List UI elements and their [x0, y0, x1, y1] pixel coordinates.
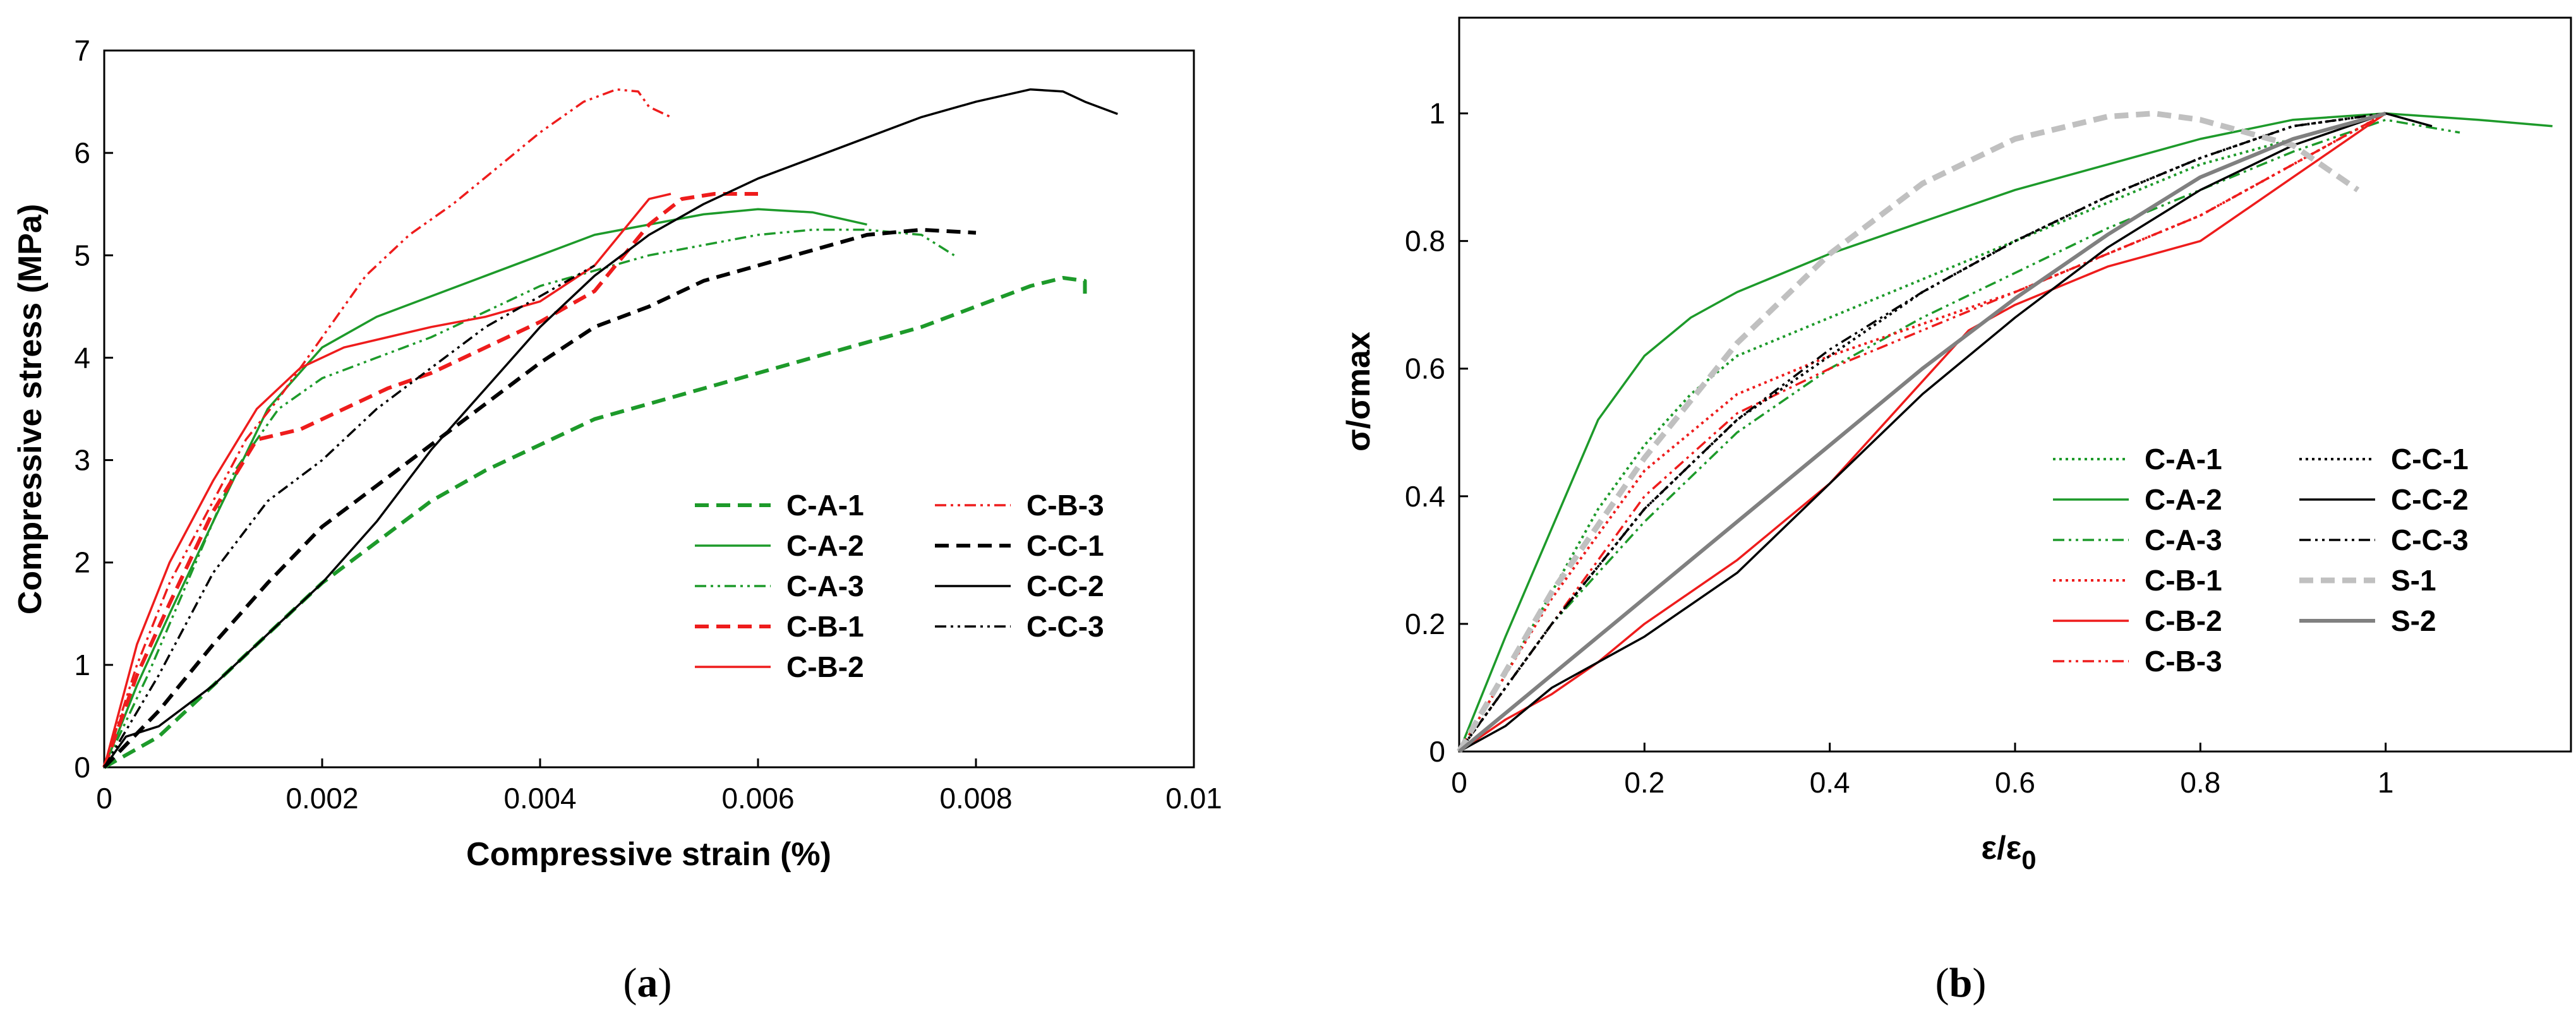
chart-a-series-c-c-2 — [103, 88, 1118, 769]
chart-b-x-ticks: 0 0.2 0.4 0.6 0.8 1 — [1451, 743, 2393, 799]
chart-b-series-c-b-3 — [1458, 112, 2386, 753]
chart-b-plot-frame — [1458, 16, 2572, 753]
chart-a-x-tick-label: 0.002 — [286, 782, 358, 815]
chart-b-series-c-a-1 — [1458, 112, 2386, 753]
chart-a-panel-label: (a) — [623, 960, 672, 1006]
chart-a: 0 0.002 0.004 0.006 0.008 0.01 0 1 2 3 4 5 6 7 Compr… — [12, 34, 1222, 1006]
chart-b-y-tick-label: 0.2 — [1405, 608, 1445, 640]
chart-b-x-axis-label: ε/ε0 — [1981, 830, 2036, 875]
chart-a-panel-label-open: ( — [623, 960, 637, 1006]
chart-a-y-tick-label: 4 — [74, 341, 90, 374]
chart-b-y-tick-label: 0 — [1429, 735, 1445, 768]
chart-a-plot-frame — [103, 49, 1195, 769]
chart-a-y-tick-label: 1 — [74, 649, 90, 681]
chart-b-legend-label-c-a-3: C-A-3 — [2145, 524, 2222, 556]
chart-b-legend-label-c-b-2: C-B-2 — [2145, 604, 2222, 637]
chart-a-legend: C-A-1 C-A-2 C-A-3 C-B-1 C-B-2 C-B-3 C-C-1 C-C-2… — [695, 489, 1104, 683]
chart-a-x-tick-label: 0.01 — [1165, 782, 1222, 815]
chart-b-x-tick-label: 0.4 — [1810, 766, 1850, 799]
chart-b-series-s-2 — [1458, 111, 2386, 753]
chart-b-y-tick-label: 0.6 — [1405, 352, 1445, 385]
chart-a-x-tick-label: 0 — [96, 782, 112, 815]
chart-a-legend-label-c-c-3: C-C-3 — [1026, 610, 1104, 643]
chart-a-y-tick-label: 5 — [74, 239, 90, 272]
chart-b-legend-label-c-c-3: C-C-3 — [2391, 524, 2469, 556]
chart-b-legend-label-c-c-1: C-C-1 — [2391, 443, 2469, 476]
chart-a-legend-label-c-b-1: C-B-1 — [786, 610, 864, 643]
chart-a-series-c-b-2 — [103, 193, 671, 768]
chart-a-series-c-b-1 — [102, 192, 758, 769]
chart-b-series-c-a-2 — [1458, 112, 2553, 752]
chart-b-legend-label-s-2: S-2 — [2391, 604, 2436, 637]
chart-a-y-tick-label: 3 — [74, 444, 90, 477]
chart-b-series-c-b-2 — [1459, 112, 2386, 753]
chart-a-series-c-a-2 — [103, 208, 867, 768]
chart-a-x-ticks: 0 0.002 0.004 0.006 0.008 0.01 — [96, 758, 1222, 815]
chart-a-legend-label-c-c-2: C-C-2 — [1026, 570, 1104, 602]
chart-a-y-ticks: 0 1 2 3 4 5 6 7 — [74, 34, 113, 784]
chart-a-legend-label-c-a-1: C-A-1 — [786, 489, 864, 522]
chart-b-series — [1457, 111, 2553, 753]
chart-b-legend-label-c-b-1: C-B-1 — [2145, 564, 2222, 597]
chart-b-x-tick-label: 0.8 — [2180, 766, 2220, 799]
chart-a-y-axis-label: Compressive stress (MPa) — [12, 204, 49, 614]
chart-b-y-tick-label: 0.4 — [1405, 480, 1445, 513]
chart-b-legend: C-A-1 C-A-2 C-A-3 C-B-1 C-B-2 C-B-3 C-C-1 C-C-2… — [2053, 443, 2469, 678]
chart-b-x-tick-label: 0.2 — [1624, 766, 1664, 799]
chart-a-series — [102, 88, 1118, 769]
chart-a-series-c-c-1 — [102, 227, 977, 769]
chart-b-x-tick-label: 0 — [1451, 766, 1467, 799]
chart-b-x-axis-label-sub: 0 — [2021, 845, 2036, 875]
chart-a-legend-label-c-b-3: C-B-3 — [1026, 489, 1104, 522]
chart-b: 0 0.2 0.4 0.6 0.8 1 00.20.40.60.81 ε/ε0 σ/σma… — [1340, 16, 2572, 1006]
chart-a-y-tick-label: 7 — [74, 34, 90, 67]
chart-b-legend-label-c-b-3: C-B-3 — [2145, 645, 2222, 678]
chart-a-legend-label-c-b-2: C-B-2 — [786, 650, 864, 683]
chart-a-x-tick-label: 0.006 — [721, 782, 794, 815]
chart-a-series-c-c-3 — [103, 264, 596, 768]
chart-a-legend-label-c-c-1: C-C-1 — [1026, 529, 1104, 562]
chart-b-legend-label-c-a-1: C-A-1 — [2145, 443, 2222, 476]
chart-a-x-tick-label: 0.004 — [503, 782, 576, 815]
chart-a-y-tick-label: 6 — [74, 136, 90, 169]
chart-b-y-tick-label: 0.8 — [1405, 225, 1445, 258]
chart-a-panel-label-close: ) — [658, 960, 672, 1006]
chart-b-y-ticks: 0 0.2 0.4 0.6 0.8 1 — [1405, 97, 1468, 768]
chart-b-y-axis-label: σ/σmax — [1340, 332, 1377, 452]
chart-b-x-tick-label: 1 — [2378, 766, 2394, 799]
chart-b-panel-label-letter: b — [1949, 960, 1973, 1006]
chart-b-y-tick-label: 1 — [1429, 97, 1445, 130]
chart-a-series-c-a-1 — [103, 276, 1087, 769]
chart-b-x-axis-label-main: ε/ε — [1981, 830, 2021, 866]
chart-a-y-tick-label: 2 — [74, 546, 90, 579]
chart-b-panel-label-close: ) — [1972, 960, 1986, 1006]
chart-a-panel-label-letter: a — [637, 960, 658, 1006]
chart-b-series-c-c-3 — [1458, 112, 2386, 753]
chart-b-legend-label-s-1: S-1 — [2391, 564, 2436, 597]
chart-a-legend-label-c-a-3: C-A-3 — [786, 570, 864, 602]
chart-a-legend-label-c-a-2: C-A-2 — [786, 529, 864, 562]
chart-b-panel-label: (b) — [1935, 960, 1987, 1006]
chart-a-x-axis-label: Compressive strain (%) — [466, 836, 831, 873]
chart-b-panel-label-open: ( — [1935, 960, 1949, 1006]
chart-a-x-tick-label: 0.008 — [939, 782, 1012, 815]
chart-a-y-tick-label: 0 — [74, 751, 90, 784]
chart-b-series-s-1 — [1457, 111, 2360, 753]
chart-b-legend-label-c-a-2: C-A-2 — [2145, 483, 2222, 516]
chart-b-legend-label-c-c-2: C-C-2 — [2391, 483, 2469, 516]
chart-a-series-c-b-3 — [103, 88, 671, 768]
chart-b-x-tick-label: 0.6 — [1995, 766, 2035, 799]
